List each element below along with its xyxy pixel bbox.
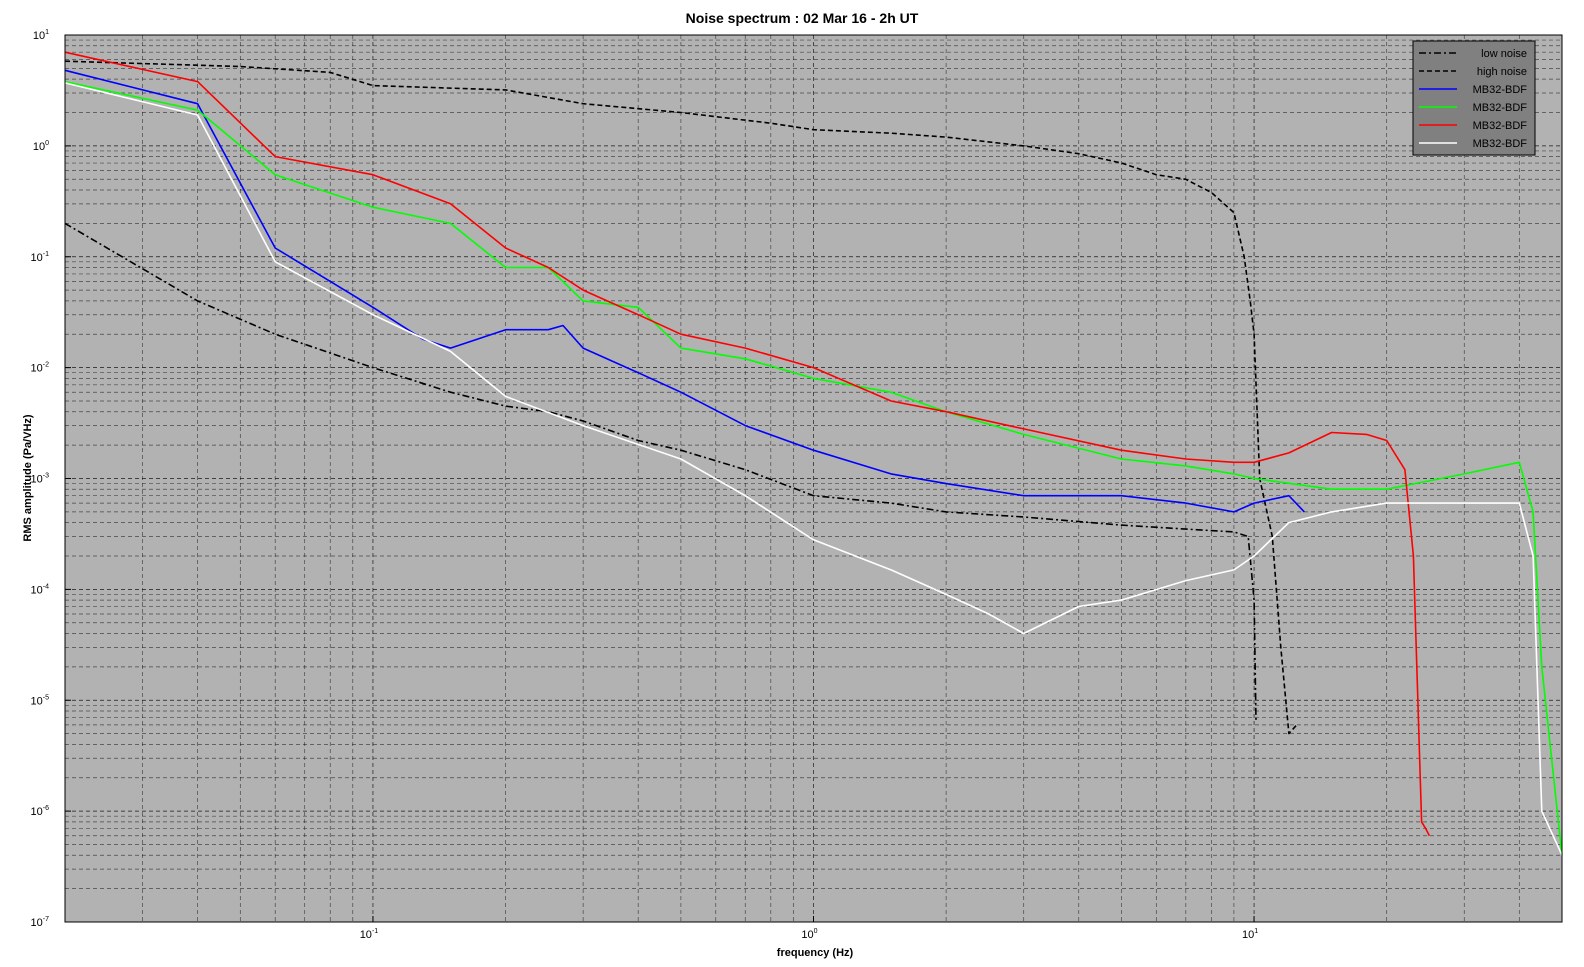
y-tick-label: 10-4: [31, 583, 50, 596]
axis-ticks: 10-1 100 101 101 100 10-1 10-2 10-3 10-4 10-5 10-6…: [31, 29, 1259, 941]
x-tick-label: 100: [801, 928, 817, 941]
legend-label: MB32-BDF: [1473, 102, 1528, 114]
legend-label: MB32-BDF: [1473, 138, 1528, 150]
series-line-5: [64, 51, 1431, 837]
series-line-3: [64, 69, 1305, 513]
legend-label: MB32-BDF: [1473, 84, 1528, 96]
x-tick-label: 10-1: [360, 928, 379, 941]
data-series: [64, 51, 1563, 856]
y-tick-label: 10-5: [31, 694, 50, 707]
y-tick-label: 101: [33, 29, 49, 42]
y-tick-label: 10-6: [31, 805, 50, 818]
x-tick-label: 101: [1242, 928, 1258, 941]
y-tick-label: 10-1: [31, 251, 50, 264]
chart-title: Noise spectrum : 02 Mar 16 - 2h UT: [686, 10, 919, 26]
y-tick-label: 10-3: [31, 473, 50, 486]
plot-frame: [64, 34, 1563, 923]
legend-box: [1412, 40, 1536, 156]
x-axis-label: frequency (Hz): [777, 947, 854, 959]
series-line-2: [64, 60, 1298, 735]
legend-label: high noise: [1477, 66, 1527, 78]
y-tick-label: 10-2: [31, 362, 50, 375]
series-line-4: [64, 80, 1563, 856]
y-tick-label: 100: [33, 140, 49, 153]
legend-label: low noise: [1481, 48, 1527, 60]
legend: low noise high noise MB32-BDF MB32-BDF MB32-…: [1412, 40, 1536, 156]
grid: [64, 35, 1563, 922]
y-tick-label: 10-7: [31, 916, 50, 929]
legend-label: MB32-BDF: [1473, 120, 1528, 132]
series-line-6: [64, 82, 1563, 856]
y-axis-label: RMS amplitude (Pa/VHz): [22, 414, 34, 541]
